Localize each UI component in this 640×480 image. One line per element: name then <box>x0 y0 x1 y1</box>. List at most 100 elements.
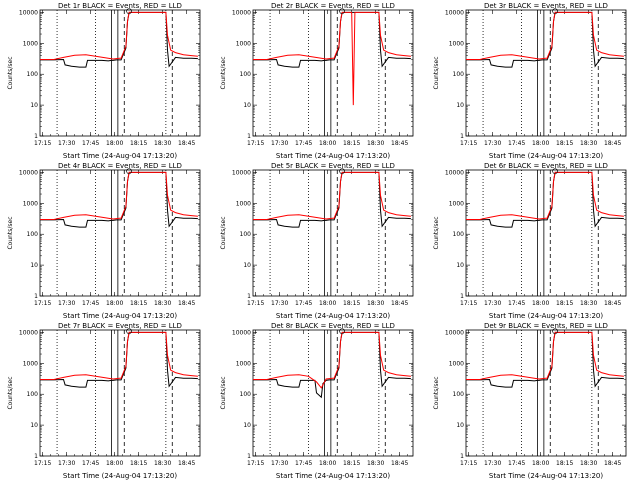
x-tick-label: 17:15 <box>34 300 51 307</box>
chart-title: Det 9r BLACK = Events, RED = LLD <box>484 322 608 330</box>
chart-panel-2: Det 2r BLACK = Events, RED = LLD Counts/s… <box>220 2 414 160</box>
x-tick-label: 18:15 <box>343 460 360 467</box>
y-tick-label: 100 <box>27 71 39 78</box>
plot-frame <box>39 329 201 457</box>
x-tick-label: 18:45 <box>604 140 621 147</box>
y-tick-label: 10 <box>456 262 464 269</box>
chart-title: Det 2r BLACK = Events, RED = LLD <box>271 2 395 10</box>
series-line-events <box>466 11 624 68</box>
x-tick-label: 18:30 <box>154 140 171 147</box>
y-tick-label: 1000 <box>23 40 38 47</box>
chart-title: Det 8r BLACK = Events, RED = LLD <box>271 322 395 330</box>
x-axis-label: Start Time (24-Aug-04 17:13:20) <box>489 312 603 320</box>
x-tick-label: 18:45 <box>391 300 408 307</box>
y-axis-label: Counts/sec <box>220 216 227 249</box>
x-tick-label: 17:15 <box>34 460 51 467</box>
y-tick-label: 1000 <box>449 200 464 207</box>
series-line-lld <box>466 331 624 380</box>
x-tick-label: 18:45 <box>178 300 195 307</box>
x-tick-label: 17:45 <box>82 300 99 307</box>
y-tick-label: 1 <box>460 133 464 140</box>
series-line-lld <box>253 331 411 389</box>
chart-panel-1: Det 1r BLACK = Events, RED = LLD Counts/s… <box>7 2 201 160</box>
x-axis-label: Start Time (24-Aug-04 17:13:20) <box>276 472 390 480</box>
y-tick-label: 10000 <box>445 329 464 336</box>
y-tick-label: 10000 <box>19 329 38 336</box>
y-tick-label: 1000 <box>449 360 464 367</box>
attenuator-marker <box>552 8 558 15</box>
y-tick-label: 1 <box>34 133 38 140</box>
x-tick-label: 18:45 <box>178 460 195 467</box>
y-tick-label: 10 <box>243 422 251 429</box>
series-line-events <box>40 171 198 228</box>
series-line-events <box>466 171 624 228</box>
x-tick-label: 17:30 <box>271 300 288 307</box>
y-axis-label: Counts/sec <box>7 216 14 249</box>
x-tick-label: 18:15 <box>130 460 147 467</box>
x-tick-label: 17:15 <box>247 140 264 147</box>
plot-frame <box>39 9 201 137</box>
x-tick-label: 18:00 <box>319 300 336 307</box>
y-tick-label: 10000 <box>19 169 38 176</box>
chart-panel-7: Det 7r BLACK = Events, RED = LLD Counts/s… <box>7 322 201 480</box>
chart-panel-3: Det 3r BLACK = Events, RED = LLD Counts/s… <box>433 2 627 160</box>
x-tick-label: 18:00 <box>106 300 123 307</box>
x-axis-label: Start Time (24-Aug-04 17:13:20) <box>276 312 390 320</box>
y-axis-label: Counts/sec <box>433 376 440 409</box>
x-tick-label: 17:45 <box>508 140 525 147</box>
x-tick-label: 18:00 <box>319 460 336 467</box>
attenuator-marker <box>126 168 132 175</box>
chart-title: Det 4r BLACK = Events, RED = LLD <box>58 162 182 170</box>
x-tick-label: 18:45 <box>604 300 621 307</box>
x-tick-label: 18:45 <box>391 460 408 467</box>
y-tick-label: 10 <box>243 102 251 109</box>
x-tick-label: 18:15 <box>556 460 573 467</box>
series-line-events <box>466 331 624 388</box>
x-tick-label: 18:00 <box>532 300 549 307</box>
y-tick-label: 100 <box>27 391 39 398</box>
y-axis-label: Counts/sec <box>433 56 440 89</box>
chart-panel-4: Det 4r BLACK = Events, RED = LLD Counts/s… <box>7 162 201 320</box>
chart-title: Det 1r BLACK = Events, RED = LLD <box>58 2 182 10</box>
y-axis-label: Counts/sec <box>220 376 227 409</box>
x-tick-label: 17:45 <box>295 300 312 307</box>
x-axis-label: Start Time (24-Aug-04 17:13:20) <box>63 312 177 320</box>
x-tick-label: 18:00 <box>106 460 123 467</box>
x-tick-label: 18:30 <box>580 140 597 147</box>
x-tick-label: 17:45 <box>295 460 312 467</box>
y-tick-label: 1 <box>34 453 38 460</box>
series-line-lld <box>40 171 198 220</box>
y-tick-label: 10000 <box>232 329 251 336</box>
x-tick-label: 18:30 <box>367 460 384 467</box>
y-tick-label: 100 <box>453 71 465 78</box>
x-tick-label: 18:45 <box>604 460 621 467</box>
y-tick-label: 1000 <box>236 360 251 367</box>
attenuator-marker <box>339 328 345 335</box>
x-axis-label: Start Time (24-Aug-04 17:13:20) <box>63 152 177 160</box>
attenuator-marker <box>339 8 345 15</box>
x-tick-label: 17:15 <box>460 300 477 307</box>
x-tick-label: 17:30 <box>58 140 75 147</box>
x-tick-label: 17:15 <box>460 140 477 147</box>
series-line-events <box>40 11 198 68</box>
chart-title: Det 7r BLACK = Events, RED = LLD <box>58 322 182 330</box>
series-line-lld <box>253 171 411 220</box>
x-axis-label: Start Time (24-Aug-04 17:13:20) <box>489 152 603 160</box>
chart-panel-9: Det 9r BLACK = Events, RED = LLD Counts/s… <box>433 322 627 480</box>
y-tick-label: 10 <box>456 422 464 429</box>
y-tick-label: 100 <box>27 231 39 238</box>
y-tick-label: 1000 <box>236 200 251 207</box>
y-tick-label: 1 <box>460 293 464 300</box>
y-tick-label: 10 <box>30 422 38 429</box>
y-tick-label: 100 <box>240 231 252 238</box>
x-tick-label: 17:45 <box>82 460 99 467</box>
x-tick-label: 18:00 <box>106 140 123 147</box>
x-tick-label: 18:30 <box>580 460 597 467</box>
y-tick-label: 10000 <box>445 9 464 16</box>
x-tick-label: 18:15 <box>556 140 573 147</box>
x-tick-label: 18:00 <box>532 140 549 147</box>
attenuator-marker <box>552 168 558 175</box>
x-tick-label: 18:15 <box>130 140 147 147</box>
y-tick-label: 1 <box>247 453 251 460</box>
